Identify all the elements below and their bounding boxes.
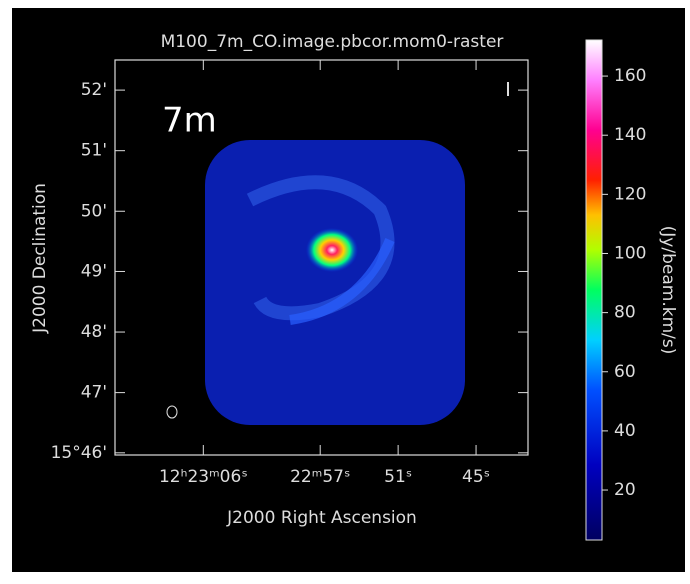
annotation: 7m [162,101,217,141]
colorbar-tick-label: 60 [614,362,636,382]
x-tick-label: 51ˢ [384,467,412,487]
colorbar-tick-label: 160 [614,66,646,86]
chart-title: M100_7m_CO.image.pbcor.mom0-raster [161,32,504,52]
y-tick-label: 49' [81,261,107,281]
colorbar [586,40,602,540]
colorbar-tick-label: 20 [614,480,636,500]
colorbar-tick-label: 100 [614,243,646,263]
colorbar-tick-label: 120 [614,184,646,204]
y-axis-label: J2000 Declination [30,183,50,334]
chart: M100_7m_CO.image.pbcor.mom0-raster 7m J2… [0,0,690,580]
page: M100_7m_CO.image.pbcor.mom0-raster 7m J2… [0,0,690,584]
x-tick-label: 22ᵐ57ˢ [290,467,350,487]
y-tick-label: 47' [81,383,107,403]
colorbar-label: (Jy/beam.km/s) [658,226,678,355]
x-axis-label: J2000 Right Ascension [226,508,417,528]
y-tick-label: 15°46' [51,443,107,463]
x-tick-label: 45ˢ [462,467,490,487]
y-tick-label: 52' [81,80,107,100]
galaxy-core [306,228,358,272]
colorbar-tick-label: 40 [614,421,636,441]
y-tick-label: 50' [81,201,107,221]
colorbar-tick-label: 80 [614,303,636,323]
y-tick-label: 51' [81,141,107,161]
y-tick-label: 48' [81,322,107,342]
x-tick-label: 12ʰ23ᵐ06ˢ [159,467,248,487]
colorbar-tick-label: 140 [614,125,646,145]
